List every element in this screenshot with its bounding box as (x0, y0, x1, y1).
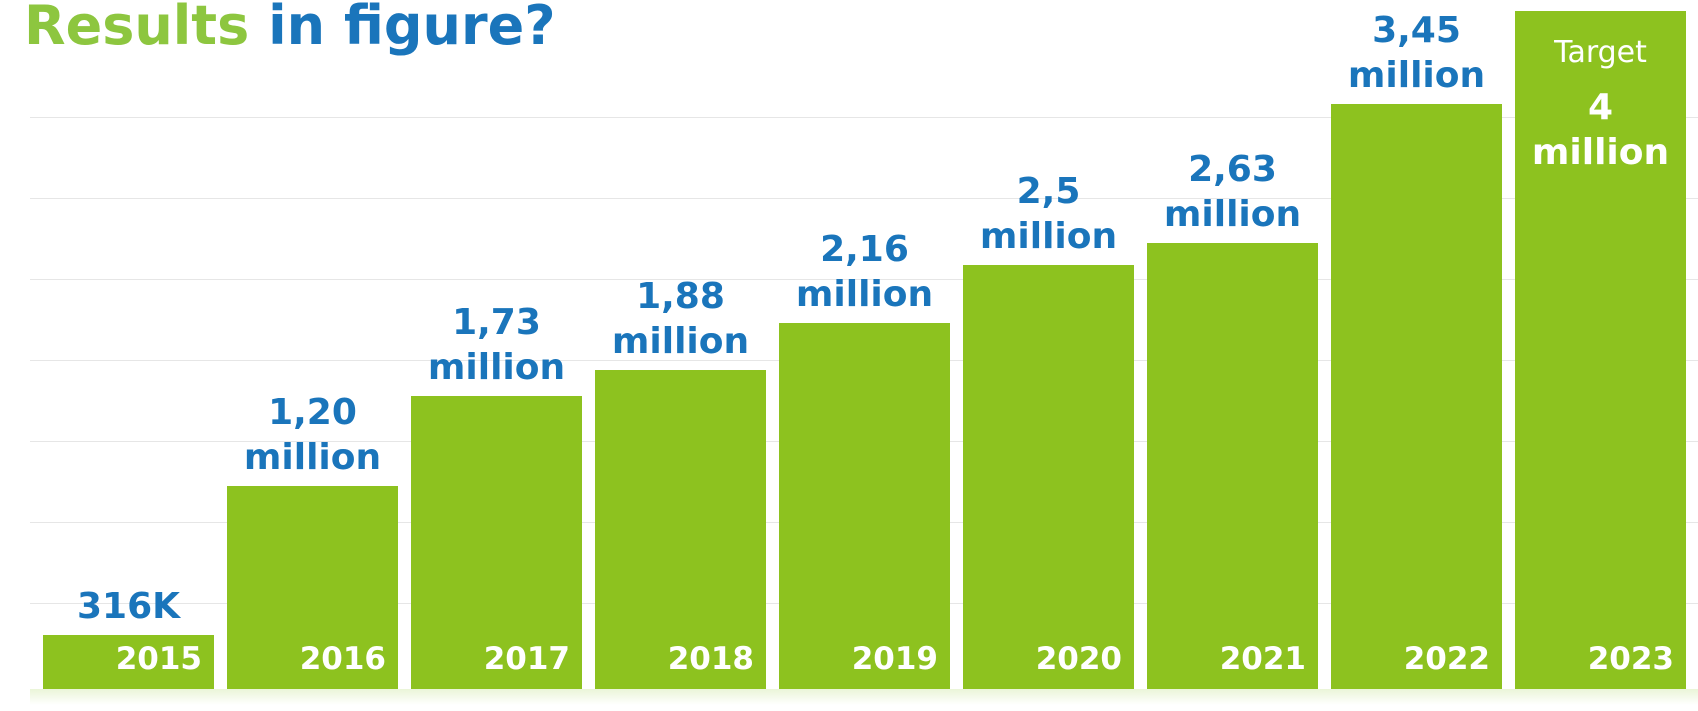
x-tick-label: 2022 (1403, 641, 1490, 677)
background-rule (30, 198, 1698, 199)
title-part: in figure? (268, 0, 556, 57)
value-label: 2,63 million (1163, 149, 1302, 236)
x-tick-label: 2021 (1219, 641, 1306, 677)
value-label: 1,20 million (243, 391, 382, 478)
value-label: 2,16 million (795, 228, 934, 315)
background-rule (30, 117, 1698, 118)
background-rule (30, 279, 1698, 280)
value-label: 316K (76, 586, 181, 628)
title-part: Results (24, 0, 250, 57)
value-label: 4 million (1531, 87, 1670, 173)
bar (43, 635, 214, 689)
bar (227, 485, 398, 689)
x-tick-label: 2019 (851, 641, 938, 677)
value-label: 1,73 million (427, 301, 566, 388)
x-tick-label: 2020 (1035, 641, 1122, 677)
x-tick-label: 2016 (299, 641, 386, 677)
bar (779, 322, 950, 689)
x-tick-label: 2018 (667, 641, 754, 677)
value-label: 3,45 million (1347, 10, 1486, 97)
x-tick-label: 2023 (1587, 641, 1674, 677)
bar (1147, 243, 1318, 689)
value-label: 2,5 million (979, 171, 1118, 258)
x-tick-label: 2017 (483, 641, 570, 677)
value-label: 1,88 million (611, 276, 750, 363)
bar (1515, 11, 1686, 689)
bar (595, 370, 766, 689)
bar (963, 265, 1134, 689)
x-tick-label: 2015 (115, 641, 202, 677)
chart-title: Results in figure? (24, 0, 556, 57)
annotation: Target (1554, 35, 1647, 70)
bar (411, 395, 582, 689)
floor (30, 689, 1698, 705)
bar (1331, 104, 1502, 689)
